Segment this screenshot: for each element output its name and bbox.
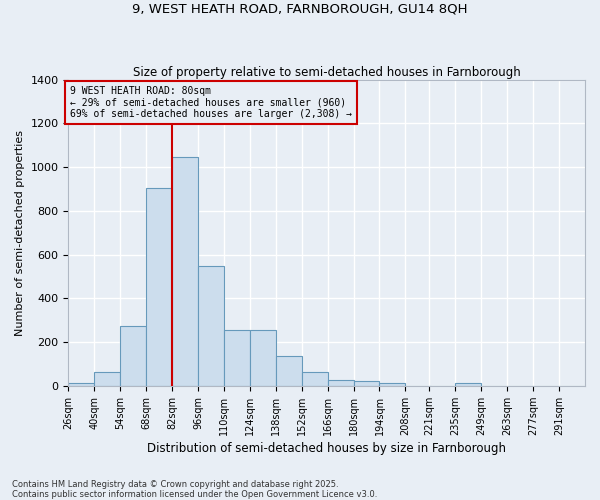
Bar [379,382,406,386]
Text: Contains HM Land Registry data © Crown copyright and database right 2025.
Contai: Contains HM Land Registry data © Crown c… [12,480,377,499]
Bar [250,330,276,386]
Text: 9, WEST HEATH ROAD, FARNBOROUGH, GU14 8QH: 9, WEST HEATH ROAD, FARNBOROUGH, GU14 8Q… [132,2,468,16]
X-axis label: Distribution of semi-detached houses by size in Farnborough: Distribution of semi-detached houses by … [147,442,506,455]
Bar [94,372,120,386]
Bar [224,330,250,386]
Y-axis label: Number of semi-detached properties: Number of semi-detached properties [15,130,25,336]
Bar [68,382,94,386]
Bar [146,188,172,386]
Bar [120,326,146,386]
Bar [353,382,379,386]
Bar [302,372,328,386]
Bar [172,157,198,386]
Bar [328,380,353,386]
Bar [455,382,481,386]
Bar [276,356,302,386]
Title: Size of property relative to semi-detached houses in Farnborough: Size of property relative to semi-detach… [133,66,521,78]
Text: 9 WEST HEATH ROAD: 80sqm
← 29% of semi-detached houses are smaller (960)
69% of : 9 WEST HEATH ROAD: 80sqm ← 29% of semi-d… [70,86,352,120]
Bar [198,266,224,386]
